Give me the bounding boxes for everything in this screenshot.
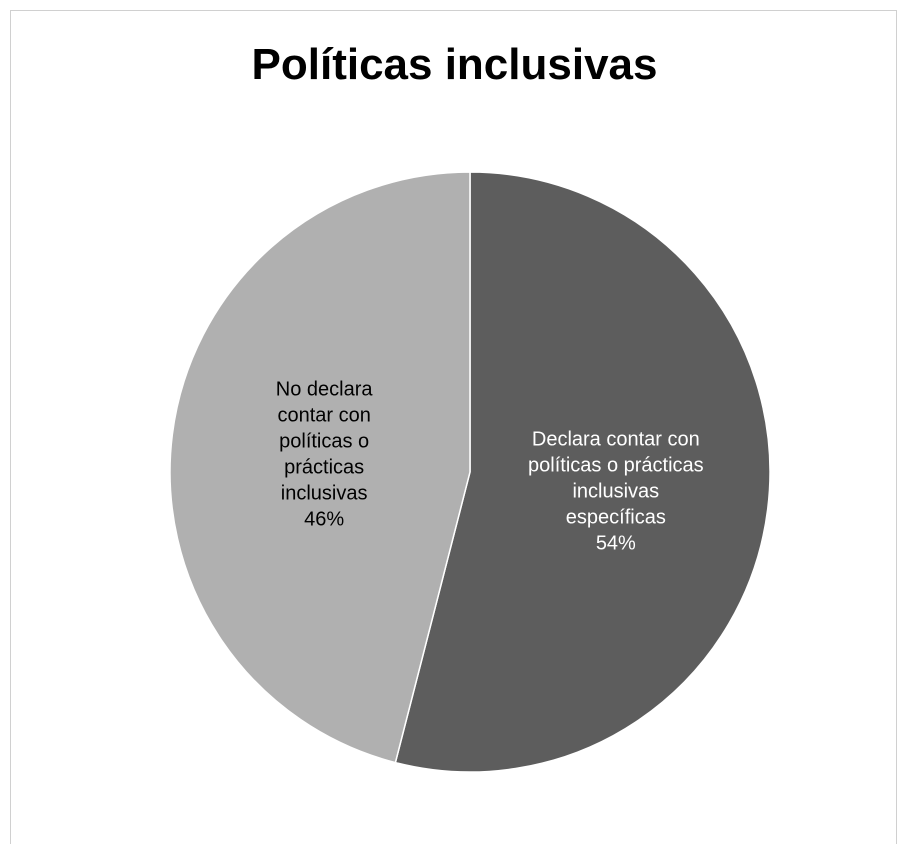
slice-value-label-1: 46% [304, 509, 344, 531]
slice-category-label-1: inclusivas [281, 483, 368, 505]
slice-category-label-1: prácticas [284, 457, 364, 479]
pie-slice-1 [169, 171, 471, 764]
slice-category-label-0: específicas [566, 506, 666, 528]
slice-category-label-1: contar con [277, 405, 370, 427]
slice-value-label-0: 54% [596, 532, 636, 554]
pie-slice-0 [394, 171, 771, 773]
chart-title: Políticas inclusivas [251, 40, 658, 89]
slice-category-label-0: Declara contar con [532, 428, 700, 450]
slice-category-label-0: inclusivas [572, 480, 659, 502]
slice-category-label-1: No declara [276, 379, 374, 401]
slice-category-label-1: políticas o [279, 431, 369, 453]
slice-category-label-0: políticas o prácticas [528, 454, 704, 476]
